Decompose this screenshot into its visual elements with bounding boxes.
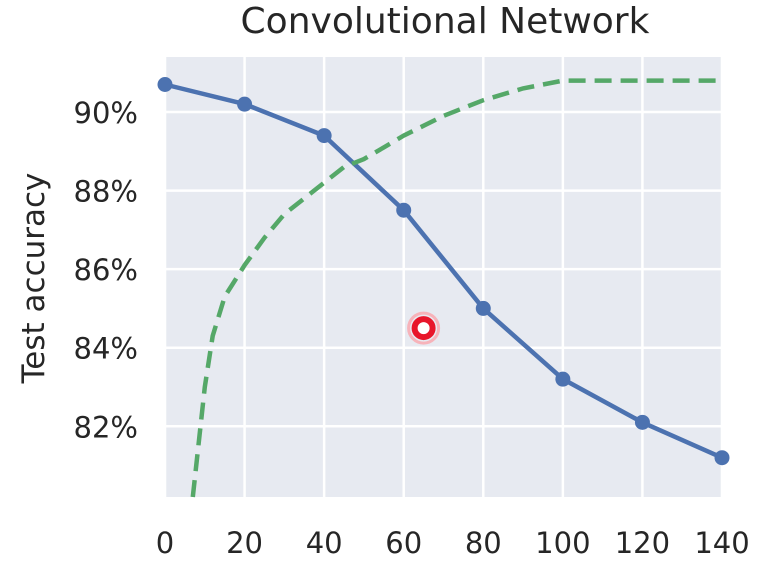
series-1-point <box>475 300 491 316</box>
series-1-point <box>555 371 571 387</box>
y-tick-label: 82% <box>74 410 138 444</box>
x-tick-label: 60 <box>385 526 422 560</box>
x-tick-label: 20 <box>226 526 263 560</box>
y-axis-label: Test accuracy <box>16 173 52 385</box>
series-1-point <box>157 77 173 92</box>
click-indicator-icon <box>411 316 436 341</box>
plot-area <box>165 57 722 497</box>
series-1-point <box>316 128 332 144</box>
x-tick-label: 0 <box>156 526 174 560</box>
x-tick-label: 80 <box>465 526 502 560</box>
series-1-point <box>714 450 730 466</box>
x-tick-label: 140 <box>694 526 749 560</box>
series-1-line <box>164 82 723 460</box>
cursor-indicator <box>407 311 441 345</box>
x-tick-label: 40 <box>306 526 343 560</box>
y-tick-label: 90% <box>74 96 138 130</box>
series-1-point <box>396 202 412 218</box>
x-tick-label: 100 <box>535 526 590 560</box>
series-layer <box>157 77 730 498</box>
series-2-line <box>190 78 722 498</box>
series-1-point <box>237 96 253 112</box>
chart-title: Convolutional Network <box>241 1 650 42</box>
y-tick-label: 88% <box>74 175 138 209</box>
tick-labels: 0 20 40 60 80 100 120 140 82% 84% 86% 88% 90% <box>74 96 750 560</box>
click-indicator-halo <box>407 311 441 345</box>
series-1-point <box>634 414 650 430</box>
y-tick-label: 84% <box>74 332 138 366</box>
x-tick-label: 120 <box>615 526 670 560</box>
y-tick-label: 86% <box>74 253 138 287</box>
